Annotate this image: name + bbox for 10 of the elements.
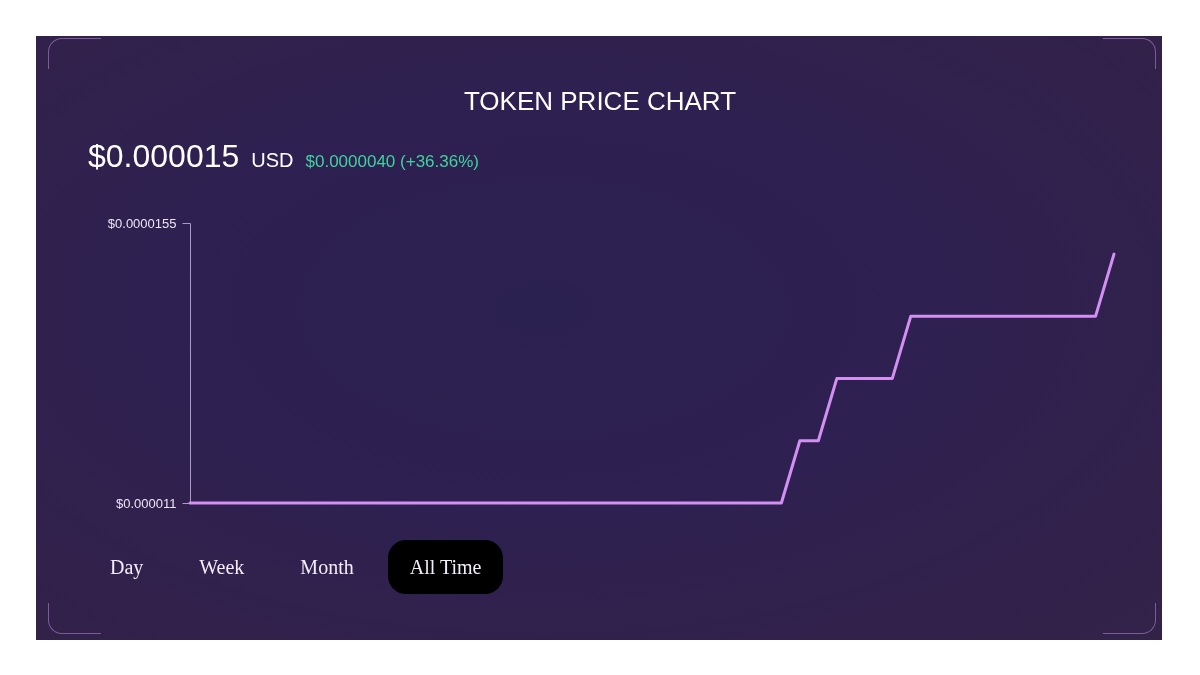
chart-title: TOKEN PRICE CHART <box>462 86 738 116</box>
chart-subtitle: $0.000015 USD <box>88 138 294 174</box>
selected-range-button[interactable]: All Time <box>387 540 504 594</box>
line-series <box>188 252 1116 505</box>
range-button[interactable]: Month <box>278 540 376 594</box>
text: $0.0000040 (+36.36%) <box>305 152 479 172</box>
y-tick-label: $0.0000155 <box>107 215 177 231</box>
range-button[interactable]: Day <box>88 540 166 594</box>
range-button[interactable]: Week <box>177 540 267 594</box>
y-tick-label: $0.000011 <box>116 495 177 511</box>
